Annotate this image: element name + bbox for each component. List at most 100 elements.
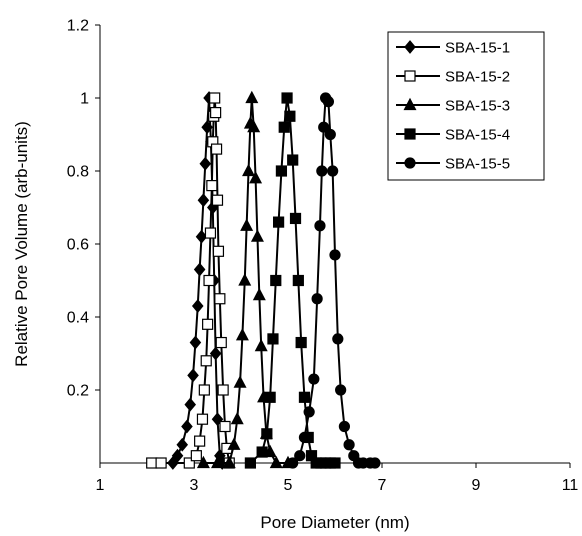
series-point (247, 119, 261, 133)
series-point (332, 333, 344, 345)
series-point (210, 106, 222, 119)
y-tick-label: 1.2 (67, 18, 89, 35)
x-tick-label: 1 (96, 477, 105, 494)
series-point (308, 373, 320, 385)
series-sba-15-5 (287, 92, 381, 469)
series-point (200, 355, 212, 367)
x-tick-label: 5 (284, 477, 293, 494)
series-point (196, 413, 209, 425)
y-tick-label: 0.8 (67, 164, 89, 181)
series-point (209, 346, 222, 361)
series-point (244, 457, 256, 469)
x-tick-label: 11 (562, 477, 579, 494)
series-point (240, 218, 254, 231)
series-point (211, 455, 224, 469)
series-point (270, 274, 282, 287)
y-tick-label: 1 (80, 91, 89, 108)
series-point (233, 375, 247, 388)
series-point (184, 397, 197, 412)
legend-label: SBA-15-3 (445, 98, 510, 115)
legend-marker (404, 128, 416, 140)
series-point (329, 457, 341, 469)
series-point (287, 154, 299, 166)
legend-label: SBA-15-5 (445, 156, 510, 173)
x-tick-label: 9 (472, 477, 481, 494)
series-point (199, 156, 212, 171)
series-point (227, 437, 241, 450)
series-point (314, 220, 326, 232)
series-point (201, 120, 213, 135)
series-point (343, 439, 355, 451)
series-point (294, 450, 306, 462)
legend: SBA-15-1 SBA-15-2 SBA-15-3 SBA-15-4 SBA-15-5 (387, 31, 545, 181)
series-point (217, 384, 229, 396)
series-point (181, 419, 193, 434)
series-point (316, 165, 328, 177)
series-sba-15-2 (146, 92, 235, 469)
series-point (335, 384, 347, 396)
series-point (250, 229, 264, 242)
series-point (187, 368, 199, 383)
series-point (273, 216, 285, 228)
series-point (197, 193, 210, 208)
series-point (210, 143, 223, 155)
series-point (289, 212, 302, 225)
series-point (204, 227, 217, 239)
series-point (194, 435, 206, 447)
series-point (269, 455, 283, 469)
y-tick-label: 0.4 (67, 310, 89, 327)
series-point (191, 299, 204, 313)
series-point (203, 274, 215, 287)
series-point (196, 455, 210, 469)
series-point (338, 420, 350, 433)
legend-item: SBA-15-4 (396, 127, 510, 144)
legend-marker (404, 157, 416, 169)
series-point (329, 249, 341, 261)
series-point (242, 163, 256, 177)
legend-item: SBA-15-3 (396, 98, 510, 115)
series-point (198, 384, 210, 396)
series-point (202, 318, 214, 330)
series-layer (146, 90, 381, 470)
series-point (189, 335, 202, 350)
series-point (209, 92, 221, 104)
series-point (238, 273, 252, 286)
series-point (254, 338, 268, 352)
series-point (295, 336, 307, 349)
series-point (256, 446, 268, 458)
series-point (318, 121, 330, 133)
series-point (176, 437, 189, 452)
series-point (275, 165, 288, 177)
legend-item: SBA-15-1 (396, 40, 510, 57)
series-point (206, 180, 218, 192)
series-point (212, 245, 225, 257)
series-point (264, 391, 276, 403)
series-sba-15-3 (196, 90, 295, 469)
series-point (222, 455, 236, 469)
series-point (219, 420, 231, 433)
series-point (369, 457, 381, 469)
series-point (327, 165, 339, 177)
series-point (261, 428, 273, 440)
series-point (249, 171, 263, 184)
series-point (193, 262, 206, 277)
series-point (171, 448, 184, 463)
series-point (298, 431, 311, 444)
series-point (211, 194, 224, 206)
x-axis-title: Pore Diameter (nm) (260, 513, 409, 532)
legend-label: SBA-15-4 (445, 127, 510, 144)
series-point (146, 457, 158, 469)
series-point (322, 96, 335, 108)
legend-marker (404, 70, 416, 82)
series-point (298, 391, 311, 403)
legend-marker (404, 40, 416, 54)
series-point (215, 336, 227, 349)
legend-item: SBA-15-5 (396, 156, 510, 173)
series-point (252, 287, 266, 301)
legend-label: SBA-15-2 (445, 69, 510, 86)
series-point (267, 333, 279, 345)
series-line (203, 97, 288, 464)
series-point (311, 293, 323, 305)
x-tick-label: 3 (190, 477, 199, 494)
